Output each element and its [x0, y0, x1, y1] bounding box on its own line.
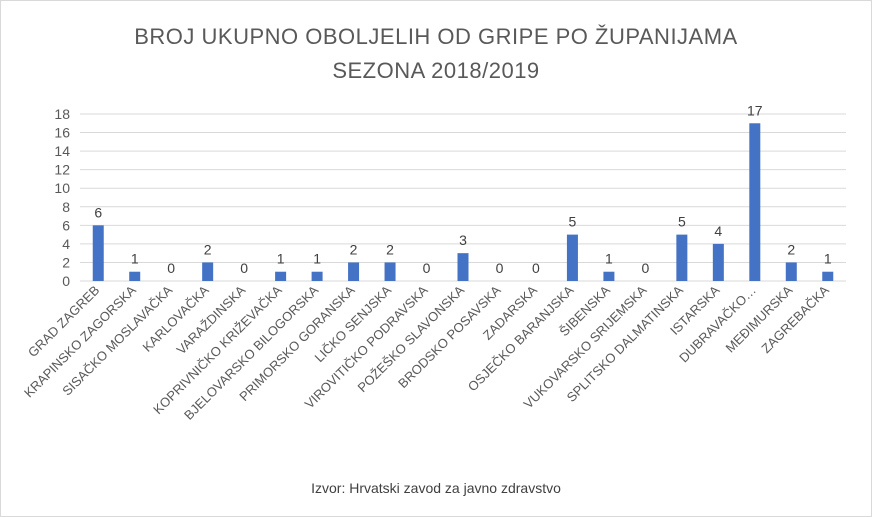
data-label: 6	[94, 204, 102, 220]
bar	[275, 271, 287, 281]
bar	[822, 271, 834, 281]
data-label: 2	[787, 241, 795, 257]
data-label: 1	[131, 251, 139, 267]
data-label: 0	[641, 260, 649, 276]
y-tick-label: 10	[54, 180, 70, 196]
bar	[384, 262, 396, 281]
data-label: 2	[350, 241, 358, 257]
data-label: 4	[714, 223, 722, 239]
chart-subtitle: SEZONA 2018/2019	[332, 58, 540, 83]
bar	[749, 123, 761, 282]
y-tick-label: 4	[62, 236, 70, 252]
data-label: 3	[459, 232, 467, 248]
y-tick-label: 18	[54, 106, 70, 122]
data-label: 5	[678, 214, 686, 230]
y-tick-label: 16	[54, 125, 70, 141]
bar	[676, 234, 688, 281]
data-label: 1	[824, 251, 832, 267]
data-label: 0	[167, 260, 175, 276]
bar	[92, 225, 104, 281]
bar	[603, 271, 615, 281]
data-label: 5	[569, 214, 577, 230]
y-tick-label: 8	[62, 199, 70, 215]
chart-title: BROJ UKUPNO OBOLJELIH OD GRIPE PO ŽUPANI…	[134, 24, 738, 49]
data-label: 1	[605, 251, 613, 267]
bar	[129, 271, 141, 281]
data-label: 2	[204, 241, 212, 257]
y-tick-label: 14	[54, 143, 70, 159]
data-label: 2	[386, 241, 394, 257]
bar	[457, 253, 469, 281]
chart-source-note: Izvor: Hrvatski zavod za javno zdravstvo	[311, 480, 561, 496]
bar	[566, 234, 578, 281]
data-label: 0	[240, 260, 248, 276]
y-tick-label: 0	[62, 273, 70, 289]
data-label: 0	[496, 260, 504, 276]
bar	[712, 243, 724, 281]
data-label: 1	[313, 251, 321, 267]
data-label: 1	[277, 251, 285, 267]
data-label: 0	[423, 260, 431, 276]
data-label: 0	[532, 260, 540, 276]
y-tick-label: 2	[62, 254, 70, 270]
bar	[348, 262, 360, 281]
bar	[202, 262, 214, 281]
x-category-label: ZAGREBAČKA	[758, 282, 832, 356]
bar	[311, 271, 323, 281]
y-tick-label: 6	[62, 217, 70, 233]
bar	[785, 262, 797, 281]
x-category-label: BJELOVARSKO BILOGORSKA	[181, 282, 321, 422]
y-tick-label: 12	[54, 162, 70, 178]
data-label: 17	[747, 102, 763, 118]
